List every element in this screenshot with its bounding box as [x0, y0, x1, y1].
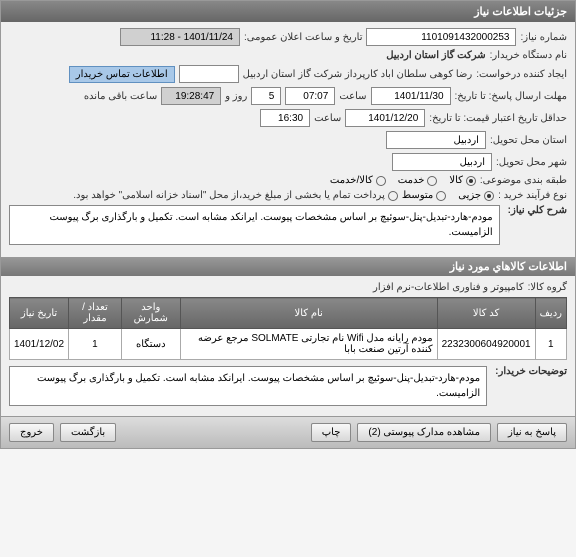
purchase-type-radios: جزیی متوسط: [402, 190, 494, 201]
validity-time: 16:30: [260, 109, 310, 127]
need-number-label: شماره نیاز:: [520, 32, 567, 43]
buyer-org-label: نام دستگاه خریدار:: [490, 50, 567, 61]
requester-field: [179, 65, 239, 83]
delivery-city: اردبیل: [392, 153, 492, 171]
th-name: نام کالا: [180, 298, 437, 329]
attachments-button[interactable]: مشاهده مدارک پیوستی (2): [357, 423, 491, 442]
validity-date: 1401/12/20: [345, 109, 425, 127]
radio-payment[interactable]: [388, 191, 398, 201]
purchase-type-label: نوع فرآیند خرید :: [498, 190, 567, 201]
pt-small-label: جزیی: [458, 190, 481, 201]
goods-group-label: گروه کالا:: [528, 282, 567, 293]
cat-goods-label: کالا: [449, 175, 463, 186]
pt-medium-label: متوسط: [402, 190, 433, 201]
announce-date-value: 1401/11/24 - 11:28: [120, 28, 240, 46]
delivery-province: اردبیل: [386, 131, 486, 149]
cell-qty: 1: [69, 329, 122, 360]
main-header: جزئیات اطلاعات نیاز: [1, 1, 575, 22]
table-row: 1 2232300604920001 مودم رایانه مدل Wifi …: [10, 329, 567, 360]
category-label: طبقه بندی موضوعی:: [480, 175, 567, 186]
radio-medium[interactable]: [436, 191, 446, 201]
hours-remain: 19:28:47: [161, 87, 221, 105]
cell-code: 2232300604920001: [437, 329, 535, 360]
payment-note: پرداخت تمام یا بخشی از مبلغ خرید،از محل …: [73, 190, 385, 201]
deadline-date: 1401/11/30: [371, 87, 451, 105]
cell-name: مودم رایانه مدل Wifi نام تجارتی SOLMATE …: [180, 329, 437, 360]
remain-label: ساعت باقی مانده: [84, 91, 157, 102]
general-desc-label: شرح کلي نياز:: [508, 205, 567, 216]
cat-service-label: خدمت: [398, 175, 425, 186]
announce-date-label: تاریخ و ساعت اعلان عمومی:: [244, 32, 363, 43]
need-number-value: 1101091432000253: [366, 28, 516, 46]
requester-label: ایجاد کننده درخواست:: [476, 69, 567, 80]
cell-unit: دستگاه: [121, 329, 180, 360]
cell-idx: 1: [535, 329, 566, 360]
cell-date: 1401/12/02: [10, 329, 69, 360]
back-button[interactable]: بازگشت: [60, 423, 116, 442]
deadline-label: مهلت ارسال پاسخ: تا تاریخ:: [455, 91, 567, 102]
reply-button[interactable]: پاسخ به نیاز: [497, 423, 567, 442]
delivery-province-label: استان محل تحویل:: [490, 135, 567, 146]
th-row: ردیف: [535, 298, 566, 329]
radio-service[interactable]: [427, 176, 437, 186]
cat-both-label: کالا/خدمت: [330, 175, 373, 186]
th-unit: واحد شمارش: [121, 298, 180, 329]
radio-small[interactable]: [484, 191, 494, 201]
days-remain: 5: [251, 87, 281, 105]
th-date: تاریخ نیاز: [10, 298, 69, 329]
radio-both[interactable]: [376, 176, 386, 186]
exit-button[interactable]: خروج: [9, 423, 54, 442]
delivery-city-label: شهر محل تحویل:: [496, 157, 567, 168]
radio-goods[interactable]: [466, 176, 476, 186]
time-label-2: ساعت: [314, 113, 341, 124]
goods-group-value: کامپیوتر و فناوری اطلاعات-نرم افزار: [373, 282, 524, 293]
goods-table: ردیف کد کالا نام کالا واحد شمارش تعداد /…: [9, 297, 567, 360]
buyer-notes-label: توضیحات خریدار:: [495, 366, 567, 377]
footer: پاسخ به نیاز مشاهده مدارک پیوستی (2) چاپ…: [1, 416, 575, 448]
section-goods-header: اطلاعات كالاهاي مورد نياز: [1, 257, 575, 276]
time-label-1: ساعت: [339, 91, 366, 102]
validity-label: حداقل تاریخ اعتبار قیمت: تا تاریخ:: [429, 113, 567, 124]
category-radios: کالا خدمت کالا/خدمت: [330, 175, 476, 186]
days-label: روز و: [225, 91, 247, 102]
th-qty: تعداد / مقدار: [69, 298, 122, 329]
print-button[interactable]: چاپ: [311, 423, 352, 442]
buyer-notes: مودم-هارد-تبدیل-پنل-سوئیچ بر اساس مشخصات…: [9, 366, 487, 406]
deadline-time: 07:07: [285, 87, 335, 105]
general-desc: مودم-هارد-تبدیل-پنل-سوئیچ بر اساس مشخصات…: [9, 205, 500, 245]
buyer-org-value: شرکت گاز استان اردبیل: [386, 50, 485, 61]
contact-button[interactable]: اطلاعات تماس خریدار: [69, 66, 175, 83]
th-code: کد کالا: [437, 298, 535, 329]
requester-value: رضا کوهی سلطان اباد کارپرداز شرکت گاز اس…: [243, 69, 473, 80]
